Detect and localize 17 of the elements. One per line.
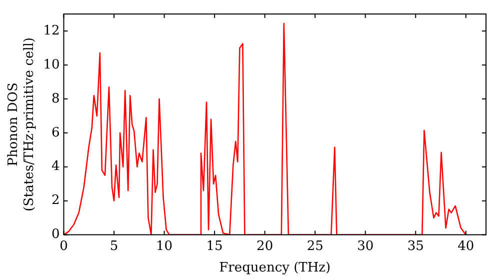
x-tick-label: 10 [156,238,173,254]
x-tick-label: 40 [458,238,474,254]
x-tick-label: 20 [256,238,274,254]
y-tick-label: 2 [51,193,60,208]
x-tick-label: 15 [206,238,223,254]
x-tick-label: 30 [357,238,374,254]
y-tick-label: 8 [51,91,60,106]
x-tick-label: 25 [306,238,324,254]
y-tick-label: 0 [51,227,60,242]
y-tick-label: 4 [51,159,60,174]
y-axis-title: Phonon DOS (States/THz·primitive cell) [6,37,37,212]
x-tick-label: 5 [110,238,118,254]
y-tick-label: 10 [43,57,60,72]
x-tick-label: 35 [407,238,424,254]
y-tick-label: 6 [51,125,60,140]
x-axis-title: Frequency (THz) [219,260,331,276]
y-tick-label: 12 [43,23,60,38]
